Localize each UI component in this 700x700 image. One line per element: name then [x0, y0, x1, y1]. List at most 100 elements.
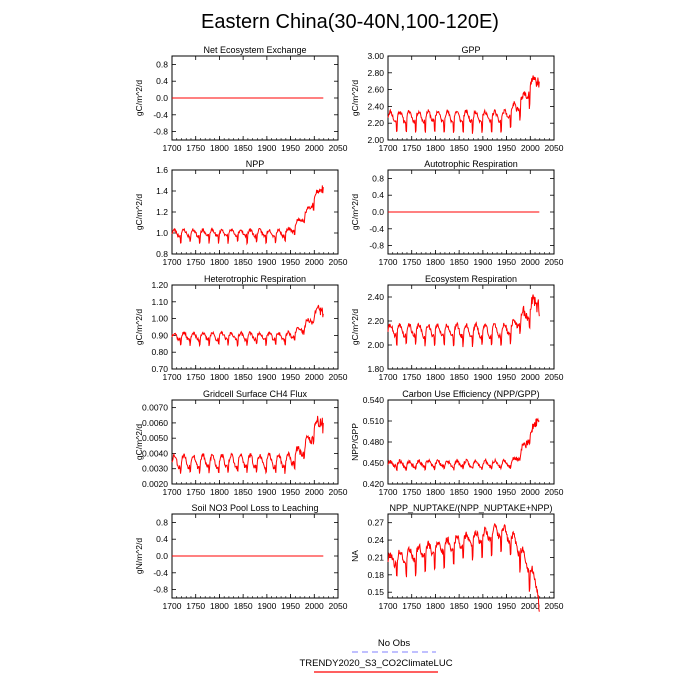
panel-grid: Net Ecosystem Exchange gC/m^2/d 1700 1750 18…: [134, 45, 564, 612]
panel-title: Carbon Use Efficiency (NPP/GPP): [402, 389, 539, 399]
x-tick-label: 1700: [379, 487, 398, 497]
y-tick-label: 1.80: [367, 364, 384, 374]
x-tick-label: 1700: [163, 143, 182, 153]
x-tick-label: 1950: [281, 372, 300, 382]
x-tick-label: 1950: [497, 487, 516, 497]
x-tick-label: 1750: [186, 143, 205, 153]
y-tick-label: 0.21: [367, 552, 384, 562]
y-tick-label: 0.0: [372, 207, 384, 217]
x-tick-label: 2050: [545, 257, 564, 267]
panel: Soil NO3 Pool Loss to Leaching gN/m^2/d 17…: [134, 503, 348, 611]
y-tick-label: 1.4: [156, 186, 168, 196]
x-tick-label: 1950: [281, 257, 300, 267]
x-tick-label: 1850: [450, 601, 469, 611]
x-tick-label: 1900: [473, 601, 492, 611]
x-tick-label: 2000: [521, 487, 540, 497]
y-tick-label: 0.80: [151, 347, 168, 357]
x-tick-label: 1800: [426, 257, 445, 267]
x-tick-label: 1750: [402, 257, 421, 267]
x-tick-label: 1750: [186, 601, 205, 611]
plot-frame: [171, 399, 339, 485]
x-tick-label: 1800: [210, 601, 229, 611]
series-line: [387, 522, 540, 612]
series-line: [171, 185, 324, 246]
panel-title: Gridcell Surface CH4 Flux: [203, 389, 308, 399]
y-tick-label: 0.480: [363, 437, 385, 447]
x-tick-label: 2000: [305, 372, 324, 382]
panel-title: NPP: [246, 159, 265, 169]
x-tick-label: 1850: [234, 601, 253, 611]
panel: Net Ecosystem Exchange gC/m^2/d 1700 1750 18…: [134, 45, 348, 153]
y-tick-label: 2.40: [367, 101, 384, 111]
x-tick-label: 1950: [497, 143, 516, 153]
x-tick-label: 2000: [521, 257, 540, 267]
panel: NPP gC/m^2/d 1700 1750 1800 1850 1900 1950 2000 2…: [134, 159, 348, 267]
panel: Heterotrophic Respiration gC/m^2/d 1700 175…: [134, 274, 348, 382]
x-tick-label: 1800: [426, 487, 445, 497]
y-tick-label: 0.0030: [142, 464, 168, 474]
x-tick-label: 1950: [281, 601, 300, 611]
x-tick-label: 1950: [497, 372, 516, 382]
x-tick-label: 1700: [163, 257, 182, 267]
y-tick-label: 0.0020: [142, 479, 168, 489]
x-tick-label: 1850: [234, 487, 253, 497]
x-tick-label: 1700: [163, 372, 182, 382]
y-tick-label: 0.8: [156, 249, 168, 259]
y-tick-label: 0.0040: [142, 448, 168, 458]
panel-title: Heterotrophic Respiration: [204, 274, 306, 284]
y-tick-label: 1.10: [151, 297, 168, 307]
y-tick-label: -0.8: [153, 585, 168, 595]
x-tick-label: 1750: [186, 372, 205, 382]
y-tick-label: 1.2: [156, 207, 168, 217]
panel-title: Soil NO3 Pool Loss to Leaching: [191, 503, 318, 513]
y-axis-label: gC/m^2/d: [134, 309, 144, 345]
y-tick-label: 0.15: [367, 587, 384, 597]
x-tick-label: 1900: [473, 487, 492, 497]
x-tick-label: 1750: [186, 487, 205, 497]
panel-title: Ecosystem Respiration: [425, 274, 517, 284]
y-tick-label: 0.510: [363, 416, 385, 426]
x-tick-label: 1850: [234, 143, 253, 153]
y-tick-label: 0.0070: [142, 403, 168, 413]
y-axis-label: gC/m^2/d: [134, 424, 144, 460]
panel: Ecosystem Respiration gC/m^2/d 1700 1750 180…: [350, 274, 564, 382]
y-tick-label: 2.60: [367, 85, 384, 95]
x-tick-label: 1750: [402, 601, 421, 611]
x-tick-label: 1900: [473, 143, 492, 153]
y-tick-label: 1.0: [156, 228, 168, 238]
y-axis-label: NA: [350, 550, 360, 562]
y-axis-label: NPP/GPP: [350, 423, 360, 461]
x-tick-label: 2000: [305, 601, 324, 611]
x-tick-label: 1800: [210, 487, 229, 497]
x-tick-label: 2000: [305, 487, 324, 497]
x-tick-label: 1700: [379, 372, 398, 382]
y-axis-label: gC/m^2/d: [134, 80, 144, 116]
y-axis-label: gC/m^2/d: [350, 309, 360, 345]
plot-frame: [387, 513, 555, 599]
panel: Autotrophic Respiration gC/m^2/d 1700 1750 1…: [350, 159, 564, 267]
series-line: [171, 304, 324, 348]
x-tick-label: 2000: [305, 257, 324, 267]
y-tick-label: 0.420: [363, 479, 385, 489]
y-tick-label: 0.18: [367, 570, 384, 580]
y-tick-label: 3.00: [367, 51, 384, 61]
x-tick-label: 2050: [545, 487, 564, 497]
y-tick-label: 0.0: [156, 93, 168, 103]
y-tick-label: 0.540: [363, 395, 385, 405]
legend-model-label: TRENDY2020_S3_CO2ClimateLUC: [299, 658, 452, 669]
x-tick-label: 1850: [450, 487, 469, 497]
panel-title: GPP: [461, 45, 480, 55]
x-tick-label: 2050: [329, 487, 348, 497]
legend: No Obs TRENDY2020_S3_CO2ClimateLUC: [299, 638, 453, 673]
y-tick-label: 0.450: [363, 458, 385, 468]
x-tick-label: 1700: [163, 601, 182, 611]
y-tick-label: 0.4: [156, 76, 168, 86]
y-tick-label: 0.4: [156, 534, 168, 544]
series-line: [387, 294, 540, 348]
x-tick-label: 1900: [257, 487, 276, 497]
y-tick-label: -0.4: [153, 110, 168, 120]
x-tick-label: 1800: [426, 372, 445, 382]
y-tick-label: -0.8: [369, 241, 384, 251]
panel: GPP gC/m^2/d 1700 1750 1800 1850 1900 1950 2000 2…: [350, 45, 564, 153]
x-tick-label: 1800: [426, 143, 445, 153]
